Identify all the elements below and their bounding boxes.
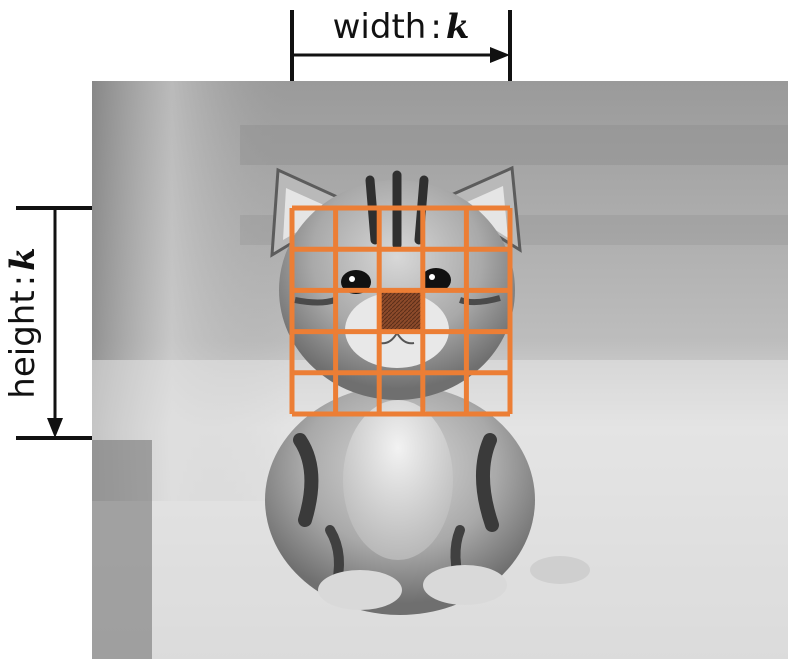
height-label-text: height (3, 290, 43, 398)
width-label-variable: k (446, 7, 470, 47)
kernel-center-cell (379, 290, 423, 332)
width-label-text: width (333, 7, 427, 47)
kitten-eye-highlight (349, 276, 355, 282)
kitten-cheek-stripe (459, 295, 501, 306)
kitten-stripe (293, 433, 319, 527)
height-dimension: height: k (3, 206, 92, 440)
height-label: height: k (3, 247, 43, 398)
kitten-photo (92, 81, 788, 659)
kitten-ear-inner (283, 188, 335, 240)
kitten-eye-right (421, 268, 451, 292)
kitten-chest (343, 400, 453, 560)
height-arrow-head (47, 418, 63, 438)
kitten-stripe (476, 433, 499, 532)
kitten-ear-inner (458, 186, 508, 238)
kitten-paw (423, 565, 507, 605)
kernel-grid (289, 205, 513, 417)
kitten-cheek-stripe (294, 297, 336, 306)
kitten-paw (530, 556, 590, 584)
width-label: width: k (333, 7, 470, 47)
kitten-paw (318, 570, 402, 610)
kitten-eye-highlight (429, 274, 435, 280)
width-dimension: width: k (290, 7, 512, 81)
height-label-variable: k (3, 247, 43, 271)
width-arrow-head (490, 47, 510, 63)
width-label-separator: : (430, 7, 441, 47)
photo-dark-corner (92, 440, 152, 659)
height-label-separator: : (3, 275, 43, 286)
photo-window-band (240, 125, 788, 165)
